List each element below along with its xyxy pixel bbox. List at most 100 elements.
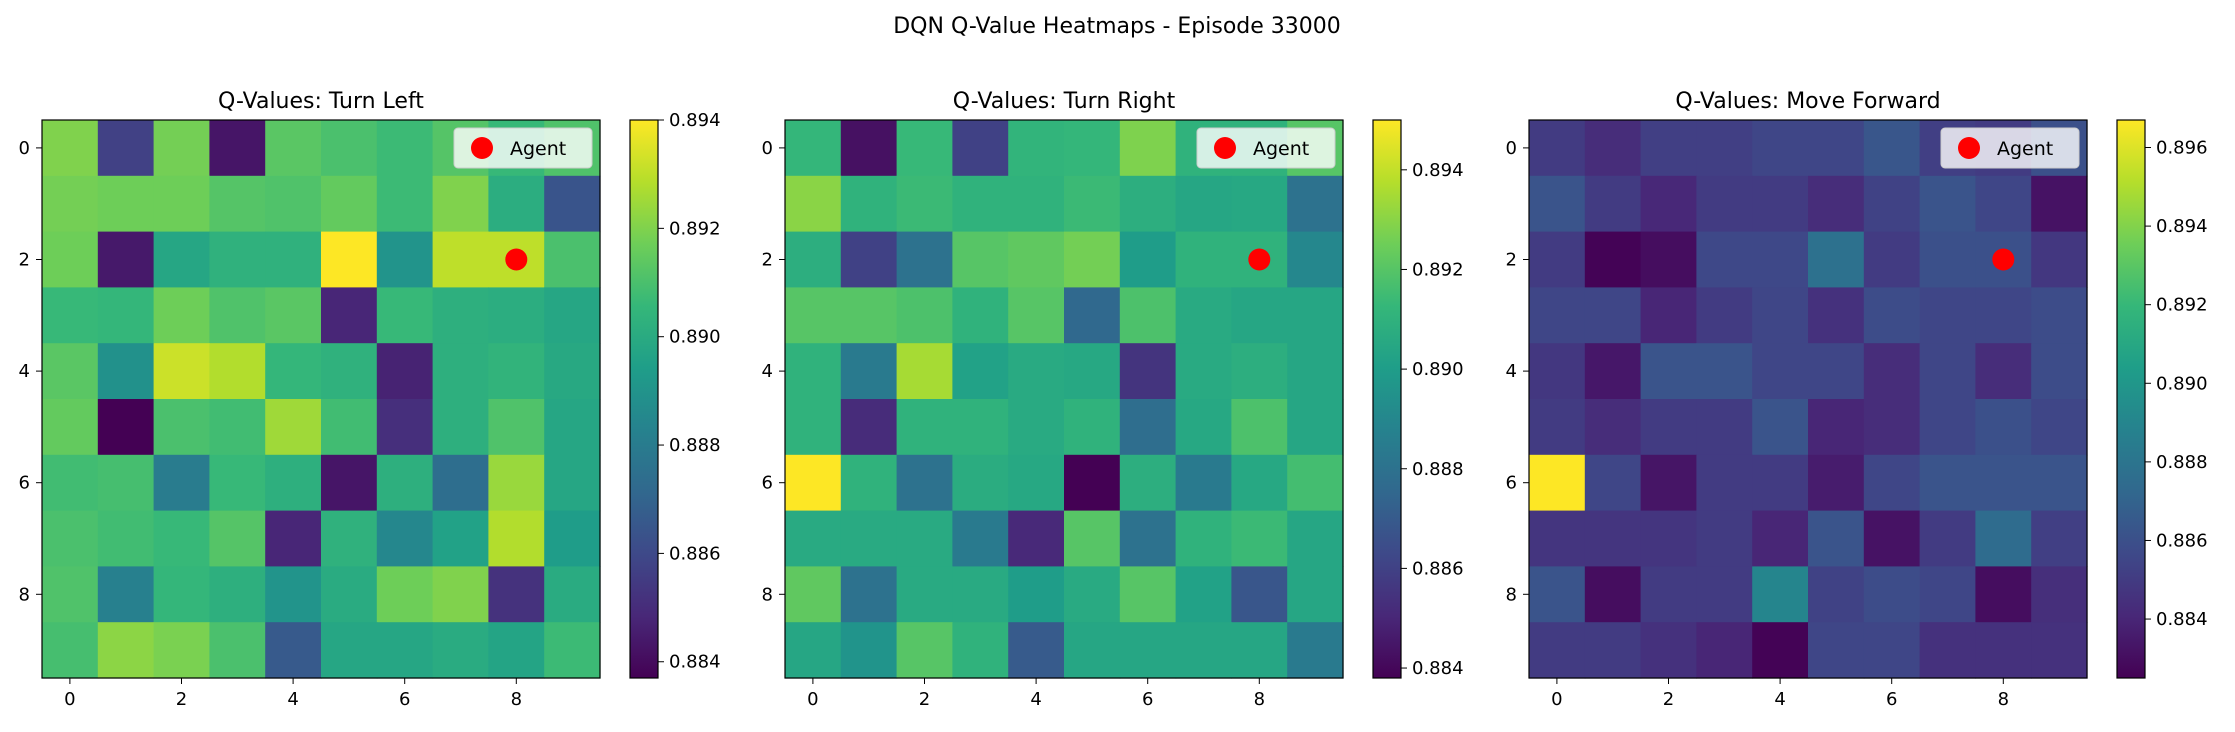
- heatmap-cell: [1529, 399, 1586, 456]
- heatmap-cell: [1640, 343, 1697, 400]
- x-tick-label: 6: [399, 689, 410, 710]
- heatmap-cell: [1640, 287, 1697, 344]
- y-tick-label: 4: [762, 361, 773, 382]
- heatmap-cell: [840, 175, 898, 233]
- heatmap-cell: [840, 287, 898, 344]
- heatmap-cell: [97, 399, 155, 456]
- heatmap-cell: [432, 510, 489, 567]
- heatmap-cell: [1808, 175, 1865, 233]
- heatmap-cell: [1287, 175, 1344, 233]
- x-tick-label: 4: [287, 689, 298, 710]
- x-tick-label: 4: [1030, 689, 1041, 710]
- heatmap-cell: [42, 566, 99, 623]
- x-tick-label: 0: [807, 689, 818, 710]
- legend: Agent: [1940, 127, 2080, 169]
- heatmap-cell: [1640, 510, 1697, 567]
- heatmap-cell: [265, 231, 322, 288]
- heatmap-cell: [42, 399, 99, 456]
- heatmap-cell: [1808, 399, 1865, 456]
- colorbar-tick-label: 0.892: [2156, 295, 2208, 316]
- heatmap-cell: [376, 120, 434, 177]
- colorbar-tick-label: 0.890: [669, 327, 721, 348]
- y-tick-label: 4: [1506, 361, 1517, 382]
- heatmap-cell: [97, 454, 155, 512]
- heatmap-cell: [952, 231, 1009, 288]
- heatmap-cell: [265, 622, 322, 679]
- legend-marker: [1958, 137, 1980, 159]
- heatmap-cell: [209, 454, 266, 512]
- heatmap-cell: [1231, 566, 1288, 623]
- heatmap-cell: [209, 343, 266, 400]
- heatmap-panels: Q-Values: Turn Left 0 2 4 6 8 0 2 4 6 8 Agent 0.884 0…: [19, 89, 2208, 710]
- heatmap-cell: [1008, 231, 1065, 288]
- heatmap-cell: [153, 399, 210, 456]
- heatmap-cell: [1064, 175, 1121, 233]
- colorbar: [1372, 119, 1402, 679]
- heatmap-cell: [1919, 454, 1976, 512]
- y-tick-label: 0: [762, 138, 773, 159]
- heatmap-cell: [1529, 622, 1586, 679]
- heatmap-cell: [432, 566, 489, 623]
- colorbar-tick-label: 0.892: [1412, 259, 1464, 280]
- heatmap-cell: [544, 399, 601, 456]
- heatmap-cell: [1064, 343, 1121, 400]
- x-tick-label: 0: [64, 689, 75, 710]
- panel-title: Q-Values: Turn Left: [218, 89, 424, 114]
- heatmap-cell: [1863, 399, 1921, 456]
- heatmap-cell: [952, 510, 1009, 567]
- y-tick-label: 0: [1506, 138, 1517, 159]
- heatmap-cell: [1119, 510, 1177, 567]
- heatmap-cell: [544, 622, 601, 679]
- heatmap-cell: [1584, 622, 1642, 679]
- heatmap-cell: [1863, 175, 1921, 233]
- heatmap-cell: [1808, 566, 1865, 623]
- y-tick-label: 0: [19, 138, 30, 159]
- y-tick-label: 6: [1506, 473, 1517, 494]
- colorbar-tick-label: 0.886: [2156, 530, 2208, 551]
- heatmap-cell: [1529, 231, 1586, 288]
- colorbar-tick-label: 0.884: [669, 652, 721, 673]
- heatmap-cell: [97, 343, 155, 400]
- heatmap-cell: [1175, 343, 1232, 400]
- heatmap-cell: [97, 566, 155, 623]
- heatmap-cell: [376, 622, 434, 679]
- heatmap-cell: [488, 399, 545, 456]
- heatmap-cell: [1008, 454, 1065, 512]
- heatmap-cell: [1175, 287, 1232, 344]
- heatmap-cell: [265, 287, 322, 344]
- heatmap-cell: [321, 287, 378, 344]
- heatmap-cell: [1231, 622, 1288, 679]
- legend-marker: [1214, 137, 1236, 159]
- heatmap-cell: [1287, 399, 1344, 456]
- heatmap-cell: [1064, 399, 1121, 456]
- y-tick-label: 8: [762, 584, 773, 605]
- agent-marker: [505, 248, 528, 271]
- heatmap-cell: [376, 510, 434, 567]
- heatmap-cell: [1696, 399, 1753, 456]
- heatmap-cell: [896, 399, 953, 456]
- heatmap-cell: [1119, 454, 1177, 512]
- heatmap-cell: [1231, 399, 1288, 456]
- x-tick-label: 2: [919, 689, 930, 710]
- heatmap-cell: [376, 231, 434, 288]
- heatmap-cell: [1064, 231, 1121, 288]
- heatmap-cell: [1529, 343, 1586, 400]
- heatmap-cell: [544, 343, 601, 400]
- heatmap-cell: [1119, 120, 1177, 177]
- heatmap-cell: [376, 175, 434, 233]
- heatmap-cell: [1175, 510, 1232, 567]
- heatmap-cell: [209, 231, 266, 288]
- heatmap-cell: [785, 175, 842, 233]
- heatmap-panel: Q-Values: Turn Right 0 2 4 6 8 0 2 4 6 8 Agent 0.884…: [762, 89, 1464, 710]
- panel-title: Q-Values: Move Forward: [1675, 89, 1940, 114]
- heatmap-cell: [42, 622, 99, 679]
- heatmap-cell: [432, 622, 489, 679]
- heatmap-cell: [1975, 343, 2032, 400]
- heatmap-cell: [952, 399, 1009, 456]
- heatmap-cell: [321, 399, 378, 456]
- y-tick-label: 2: [762, 250, 773, 271]
- heatmap-cell: [2031, 175, 2088, 233]
- heatmap-cell: [1752, 622, 1809, 679]
- heatmap-cell: [1008, 175, 1065, 233]
- heatmap-cell: [1863, 231, 1921, 288]
